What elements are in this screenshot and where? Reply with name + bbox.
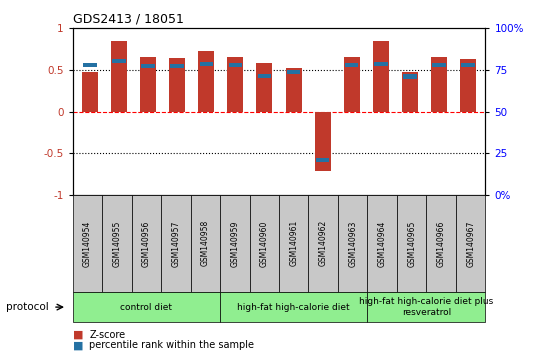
Bar: [112, 59, 126, 63]
Text: GSM140954: GSM140954: [83, 220, 92, 267]
Bar: [431, 57, 447, 112]
Bar: [227, 57, 243, 112]
Text: GSM140961: GSM140961: [289, 220, 298, 267]
Bar: [169, 58, 185, 112]
Text: GSM140955: GSM140955: [112, 220, 121, 267]
Bar: [402, 73, 418, 112]
Text: control diet: control diet: [121, 303, 172, 312]
Bar: [345, 63, 358, 67]
Bar: [461, 63, 475, 67]
Bar: [432, 63, 446, 67]
Bar: [111, 41, 127, 112]
Text: GSM140967: GSM140967: [466, 220, 475, 267]
Bar: [198, 51, 214, 112]
Text: GDS2413 / 18051: GDS2413 / 18051: [73, 13, 184, 26]
Bar: [257, 63, 272, 112]
Bar: [286, 68, 301, 112]
Bar: [374, 62, 388, 66]
Text: high-fat high-calorie diet: high-fat high-calorie diet: [238, 303, 350, 312]
Bar: [170, 64, 184, 68]
Bar: [82, 73, 98, 112]
Text: GSM140964: GSM140964: [378, 220, 387, 267]
Bar: [200, 62, 213, 66]
Bar: [460, 59, 476, 112]
Text: GSM140965: GSM140965: [407, 220, 416, 267]
Bar: [316, 158, 329, 162]
Bar: [287, 70, 300, 74]
Text: GSM140966: GSM140966: [437, 220, 446, 267]
Text: percentile rank within the sample: percentile rank within the sample: [89, 340, 254, 350]
Text: GSM140959: GSM140959: [230, 220, 239, 267]
Bar: [141, 64, 155, 68]
Bar: [258, 74, 271, 78]
Text: ■: ■: [73, 340, 83, 350]
Bar: [344, 57, 360, 112]
Bar: [403, 74, 417, 79]
Text: GSM140958: GSM140958: [201, 220, 210, 267]
Bar: [229, 63, 242, 67]
Bar: [373, 41, 389, 112]
Text: Z-score: Z-score: [89, 330, 126, 339]
Bar: [140, 57, 156, 112]
Text: GSM140957: GSM140957: [171, 220, 180, 267]
Text: GSM140956: GSM140956: [142, 220, 151, 267]
Text: protocol: protocol: [6, 302, 49, 312]
Bar: [83, 63, 97, 67]
Text: GSM140962: GSM140962: [319, 220, 328, 267]
Text: GSM140963: GSM140963: [348, 220, 357, 267]
Bar: [315, 112, 330, 171]
Text: GSM140960: GSM140960: [260, 220, 269, 267]
Text: high-fat high-calorie diet plus
resveratrol: high-fat high-calorie diet plus resverat…: [359, 297, 494, 317]
Text: ■: ■: [73, 330, 83, 339]
